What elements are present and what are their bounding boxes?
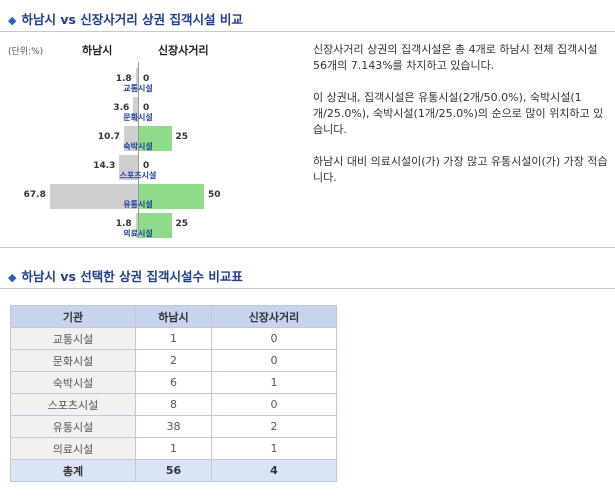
diamond-bullet-icon: ◆ <box>8 14 17 27</box>
description-panel: 신장사거리 상권의 집객시설은 총 4개로 하남시 전체 집객시설 56개의 7… <box>313 42 613 202</box>
bar-left-4 <box>49 184 138 209</box>
category-label: 숙박시설 <box>123 142 153 151</box>
category-label: 교통시설 <box>123 84 153 93</box>
table-cell: 1 <box>210 371 338 394</box>
section-title-text: 하남시 vs 선택한 상권 집객시설수 비교표 <box>21 269 243 284</box>
section-title-comparison: ◆ 하남시 vs 신장사거리 상권 집객시설 비교 <box>8 9 243 28</box>
category-label: 문화시설 <box>123 113 153 122</box>
row-label: 문화시설 <box>10 349 136 372</box>
total-label: 총계 <box>10 459 136 482</box>
unit-label: (단위:%) <box>8 47 44 57</box>
bar-right-5 <box>139 213 172 238</box>
bar-left-3 <box>119 155 138 180</box>
header-cell: 하남시 <box>135 305 212 328</box>
value-label-left: 14.3 <box>93 161 116 171</box>
description-paragraph-3: 하남시 대비 의료시설이(가) 가장 많고 유통시설이(가) 가장 적습니다. <box>313 155 608 184</box>
table-cell: 1 <box>135 437 212 460</box>
table-cell: 1 <box>135 327 212 350</box>
total-cell: 4 <box>210 459 338 482</box>
table-cell: 6 <box>135 371 212 394</box>
row-label: 교통시설 <box>10 327 136 350</box>
table-total-row: 총계 56 4 <box>10 459 338 482</box>
category-label: 의료시설 <box>123 229 153 238</box>
table-header-row: 기관 하남시 신장사거리 <box>10 305 338 328</box>
header-cell: 기관 <box>10 305 136 328</box>
category-label: 스포츠시설 <box>119 171 157 180</box>
value-label-right: 25 <box>175 132 189 142</box>
table-row: 스포츠시설 8 0 <box>10 393 338 416</box>
row-label: 숙박시설 <box>10 371 136 394</box>
value-label-right: 50 <box>208 190 221 200</box>
value-label-right: 25 <box>175 219 189 229</box>
divider <box>0 247 615 248</box>
value-label-right: 0 <box>143 103 150 113</box>
section-title-text: 하남시 vs 신장사거리 상권 집객시설 비교 <box>21 12 243 27</box>
table-cell: 8 <box>135 393 212 416</box>
table-cell: 0 <box>210 327 338 350</box>
bar-left-1 <box>133 97 138 122</box>
chart-right-header: 신장사거리 <box>158 44 209 57</box>
divider <box>0 288 615 289</box>
section-title-table: ◆ 하남시 vs 선택한 상권 집객시설수 비교표 <box>8 266 243 285</box>
value-label-right: 0 <box>143 161 150 171</box>
description-paragraph-1: 신장사거리 상권의 집객시설은 총 4개로 하남시 전체 집객시설 56개의 7… <box>313 43 598 72</box>
row-label: 스포츠시설 <box>10 393 136 416</box>
total-cell: 56 <box>135 459 212 482</box>
row-label: 의료시설 <box>10 437 136 460</box>
value-label-left: 10.7 <box>97 132 121 142</box>
table-row: 숙박시설 6 1 <box>10 371 338 394</box>
table-cell: 2 <box>210 415 338 438</box>
description-paragraph-2: 이 상권내, 집객시설은 유통시설(2개/50.0%), 숙박시설(1개/25.… <box>313 91 604 136</box>
header-cell: 신장사거리 <box>210 305 338 328</box>
table-cell: 2 <box>135 349 212 372</box>
table-row: 교통시설 1 0 <box>10 327 338 350</box>
value-label-left: 67.8 <box>23 190 46 200</box>
table-cell: 38 <box>135 415 212 438</box>
table-cell: 0 <box>210 393 338 416</box>
value-label-right: 0 <box>143 74 150 84</box>
table-row: 문화시설 2 0 <box>10 349 338 372</box>
bar-left-5 <box>135 213 138 238</box>
bar-right-2 <box>139 126 172 151</box>
table-cell: 0 <box>210 349 338 372</box>
comparison-table: 기관 하남시 신장사거리 교통시설 1 0 문화시설 2 0 숙박시설 6 1 … <box>10 305 338 482</box>
category-label: 유통시설 <box>123 200 153 209</box>
table-cell: 1 <box>210 437 338 460</box>
butterfly-bar-chart: (단위:%) 하남시 신장사거리 1.8 0 교통시설 3.6 0 문화시설 10.7 25 숙… <box>0 38 300 238</box>
bar-left-2 <box>124 126 138 151</box>
value-label-left: 3.6 <box>113 103 130 113</box>
bar-left-0 <box>135 68 138 93</box>
bar-right-4 <box>139 184 204 209</box>
row-label: 유통시설 <box>10 415 136 438</box>
chart-left-header: 하남시 <box>82 44 113 57</box>
chart-center-axis <box>138 62 139 238</box>
value-label-left: 1.8 <box>115 219 132 229</box>
value-label-left: 1.8 <box>115 74 132 84</box>
table-row: 의료시설 1 1 <box>10 437 338 460</box>
table-row: 유통시설 38 2 <box>10 415 338 438</box>
diamond-bullet-icon: ◆ <box>8 271 17 284</box>
divider <box>0 31 615 32</box>
